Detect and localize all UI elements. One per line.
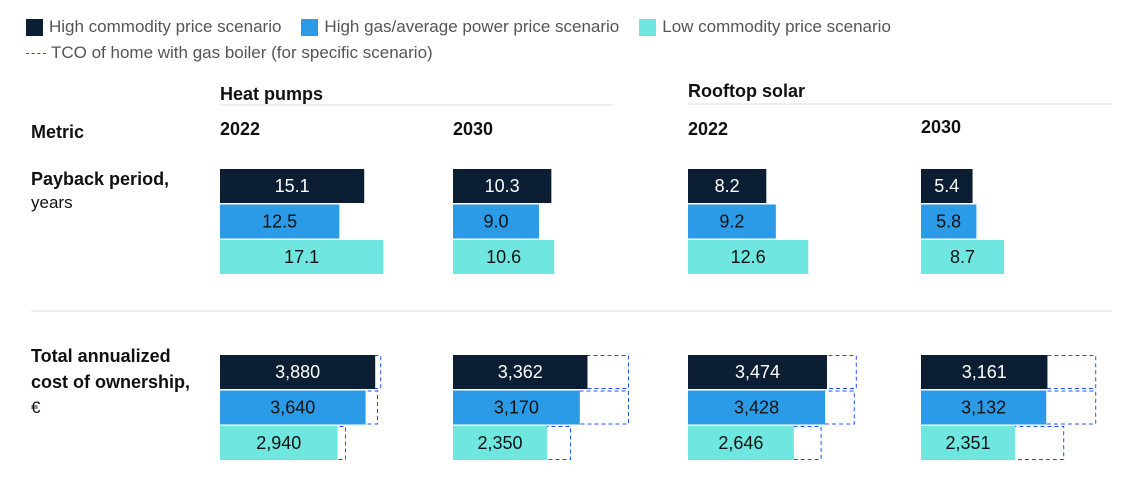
label-tco-col3-high: 3,474 (735, 362, 780, 382)
legend-item-gas: High gas/average power price scenario (301, 17, 619, 37)
label-payback-col2-low: 10.6 (486, 247, 521, 267)
legend-dash-tco (26, 52, 46, 54)
label-payback-col4-gas: 5.8 (936, 212, 961, 232)
bar-tco-col1-high (220, 355, 376, 389)
legend-item-tco: TCO of home with gas boiler (for specifi… (26, 43, 433, 63)
bar-payback-col4-gas (921, 204, 977, 239)
legend: High commodity price scenario High gas/a… (26, 14, 1116, 66)
group-label-heat-pumps: Heat pumps (220, 84, 323, 104)
bar-payback-col2-gas (453, 204, 539, 239)
label-payback-col3-high: 8.2 (715, 176, 740, 196)
bar-payback-col3-high (688, 169, 767, 203)
label-tco-col2-low: 2,350 (477, 433, 522, 453)
bar-payback-col2-high (453, 169, 552, 203)
legend-swatch-low (639, 18, 657, 36)
label-tco-col3-low: 2,646 (718, 433, 763, 453)
bar-tco-col4-high (921, 355, 1048, 389)
label-payback-col1-low: 17.1 (284, 247, 319, 267)
bar-payback-col1-gas (220, 204, 340, 239)
label-tco-col1-high: 3,880 (275, 362, 320, 382)
label-payback-col2-gas: 9.0 (483, 212, 508, 232)
bar-payback-col3-low (688, 240, 809, 274)
legend-item-high: High commodity price scenario (26, 17, 281, 37)
legend-swatch-high (26, 18, 43, 36)
legend-label-high: High commodity price scenario (49, 17, 282, 36)
year-label-1: 2022 (220, 119, 260, 139)
year-label-4: 2030 (921, 117, 961, 137)
label-payback-col3-gas: 9.2 (719, 212, 744, 232)
label-payback-col4-low: 8.7 (950, 247, 975, 267)
metric-header: Metric (31, 122, 84, 142)
label-payback-col1-high: 15.1 (275, 176, 310, 196)
label-tco-col4-gas: 3,132 (961, 398, 1006, 418)
legend-label-gas: High gas/average power price scenario (324, 17, 620, 36)
year-label-3: 2022 (688, 119, 728, 139)
bar-payback-col2-low (453, 240, 555, 274)
metric-sublabel-payback: years (31, 193, 73, 212)
bar-payback-col4-low (921, 240, 1005, 274)
bar-payback-col4-high (921, 169, 973, 203)
label-tco-col3-gas: 3,428 (734, 398, 779, 418)
label-tco-col4-high: 3,161 (962, 362, 1007, 382)
label-tco-col2-gas: 3,170 (494, 398, 539, 418)
bar-tco-col3-gas (688, 390, 826, 425)
label-payback-col2-high: 10.3 (485, 176, 520, 196)
bar-payback-col1-high (220, 169, 365, 203)
label-tco-col2-high: 3,362 (498, 362, 543, 382)
bar-payback-col3-gas (688, 204, 776, 239)
bar-tco-col1-gas (220, 390, 366, 425)
year-label-2: 2030 (453, 119, 493, 139)
group-label-rooftop-solar: Rooftop solar (688, 81, 805, 101)
bar-tco-col2-low (453, 426, 547, 460)
bar-payback-col1-low (220, 240, 384, 274)
bar-tco-col4-gas (921, 390, 1047, 425)
legend-label-low: Low commodity price scenario (662, 17, 891, 36)
bar-tco-col3-low (688, 426, 794, 460)
bar-tco-col4-low (921, 426, 1016, 460)
label-payback-col3-low: 12.6 (731, 247, 766, 267)
label-tco-col1-gas: 3,640 (270, 398, 315, 418)
label-payback-col4-high: 5.4 (934, 176, 959, 196)
legend-item-low: Low commodity price scenario (639, 17, 891, 37)
legend-label-tco: TCO of home with gas boiler (for specifi… (51, 43, 433, 62)
bar-tco-col2-high (453, 355, 588, 389)
label-tco-col1-low: 2,940 (256, 433, 301, 453)
legend-swatch-gas (301, 18, 319, 36)
bar-tco-col3-high (688, 355, 827, 389)
metric-label-payback: Payback period, (31, 169, 169, 189)
label-tco-col4-low: 2,351 (945, 433, 990, 453)
bar-tco-col2-gas (453, 390, 580, 425)
metric-label-tco-line1: Total annualized (31, 346, 171, 366)
label-payback-col1-gas: 12.5 (262, 212, 297, 232)
metric-sublabel-tco: € (31, 398, 41, 417)
bar-tco-col1-low (220, 426, 338, 460)
metric-label-tco-line2: cost of ownership, (31, 372, 190, 392)
